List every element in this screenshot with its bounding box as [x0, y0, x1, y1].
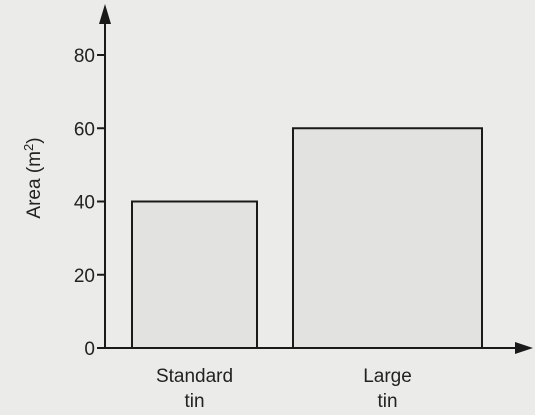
y-tick-label: 20 — [74, 266, 95, 287]
x-category-label-1-line-1: tin — [377, 391, 397, 412]
x-category-label-0-line-0: Standard — [156, 366, 233, 387]
x-labels-group: Standard tin Large tin — [156, 366, 412, 412]
bars-group — [131, 127, 483, 349]
y-tick-label: 40 — [74, 193, 95, 214]
x-category-label-1-line-0: Large — [363, 366, 412, 387]
y-axis-label: Area (m2) — [21, 137, 45, 218]
bar-1 — [292, 127, 483, 349]
y-tick-label: 80 — [74, 46, 95, 67]
y-tick-label: 0 — [84, 339, 95, 360]
y-axis-arrow — [99, 4, 111, 24]
y-axis-label-superscript: 2 — [21, 144, 36, 151]
x-axis-arrow — [515, 342, 533, 354]
y-axis-label-main: Area (m — [24, 151, 45, 219]
y-ticks-group: 0 20 40 60 80 — [74, 46, 106, 360]
bar-0 — [131, 200, 258, 349]
y-axis-label-close: ) — [24, 137, 45, 143]
y-tick-label: 60 — [74, 119, 95, 140]
axes-group — [99, 4, 533, 354]
x-category-label-0-line-1: tin — [184, 391, 204, 412]
